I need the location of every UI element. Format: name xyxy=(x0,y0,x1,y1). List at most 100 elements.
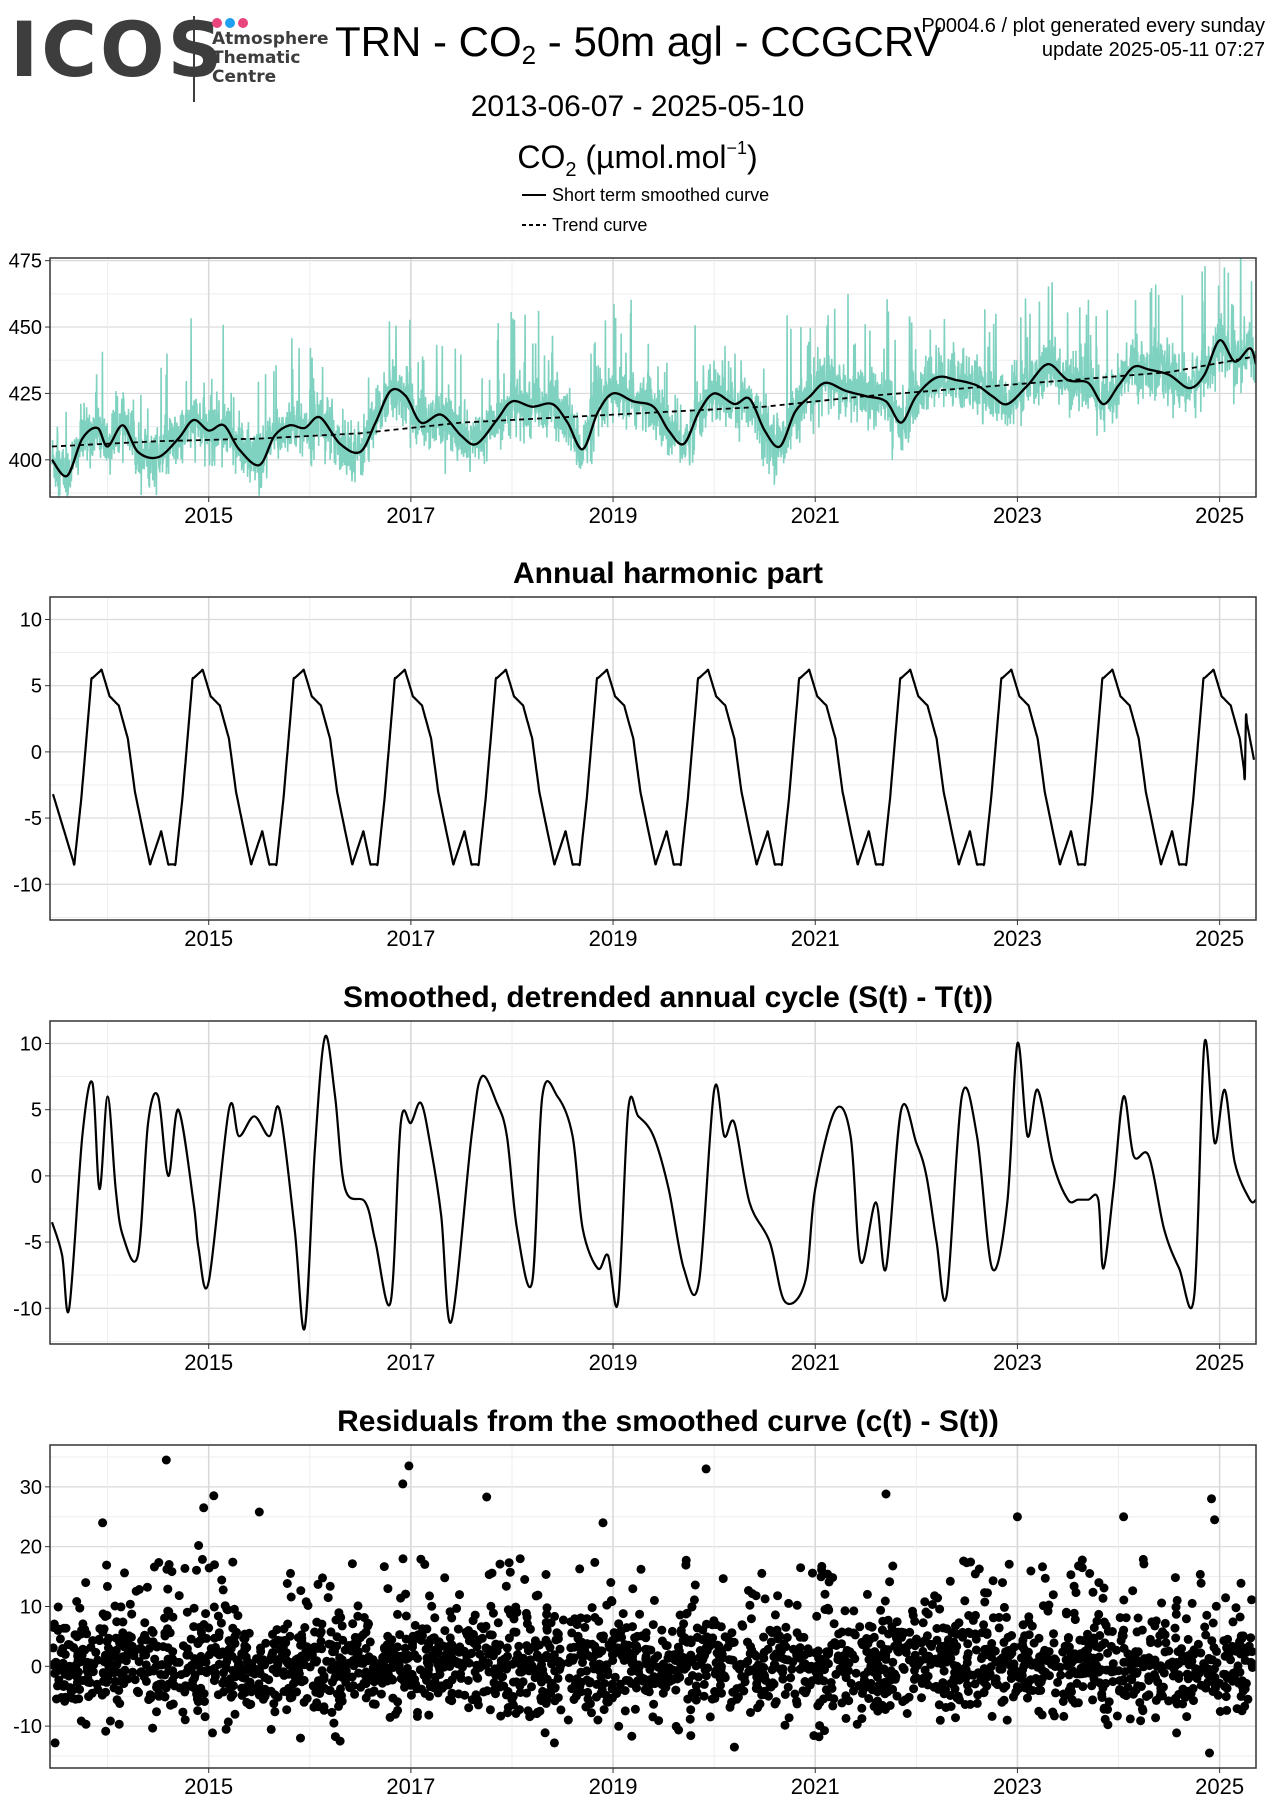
residual-point xyxy=(282,1579,292,1588)
residual-point xyxy=(1103,1704,1113,1714)
residual-point xyxy=(1226,1655,1235,1665)
residual-point xyxy=(134,1657,144,1667)
residual-point xyxy=(128,1667,138,1677)
logo-divider xyxy=(193,16,195,102)
residual-point xyxy=(1189,1696,1198,1706)
residual-point xyxy=(109,1683,119,1693)
residual-point xyxy=(1053,1677,1063,1687)
residual-point xyxy=(1200,1622,1210,1632)
residual-point xyxy=(880,1596,890,1606)
residual-point xyxy=(476,1622,486,1632)
residual-point xyxy=(266,1686,276,1696)
residual-point xyxy=(210,1560,219,1570)
residual-point xyxy=(1077,1563,1087,1573)
residual-point xyxy=(858,1686,868,1695)
residual-point xyxy=(1024,1612,1034,1622)
residual-point xyxy=(1208,1687,1218,1696)
residual-point xyxy=(918,1618,928,1628)
residual-point xyxy=(598,1518,608,1528)
residual-point xyxy=(186,1634,196,1644)
residual-point xyxy=(199,1620,209,1629)
residual-point xyxy=(1026,1566,1036,1576)
residual-point xyxy=(1036,1685,1046,1695)
ytitle-sub: 2 xyxy=(565,159,577,181)
residual-point xyxy=(980,1597,990,1607)
x-tick-label: 2025 xyxy=(1195,1350,1244,1375)
residual-point xyxy=(1173,1647,1183,1657)
residual-point xyxy=(555,1644,565,1654)
residual-point xyxy=(1078,1636,1088,1646)
ytitle-c: ) xyxy=(747,139,758,175)
residual-point xyxy=(687,1602,697,1612)
residual-point xyxy=(826,1678,836,1687)
residual-point xyxy=(899,1664,909,1674)
residual-point xyxy=(566,1653,575,1662)
residual-point xyxy=(174,1591,184,1601)
residual-point xyxy=(751,1651,761,1661)
meta-line-2: update 2025-05-11 07:27 xyxy=(1041,39,1265,61)
residual-point xyxy=(74,1694,84,1704)
residual-point xyxy=(710,1687,720,1696)
residual-point xyxy=(1125,1714,1135,1724)
residual-point xyxy=(558,1615,568,1625)
residual-point xyxy=(285,1686,295,1696)
x-tick-label: 2017 xyxy=(386,1774,435,1799)
residual-point xyxy=(972,1698,982,1708)
residual-point xyxy=(1167,1657,1177,1667)
residual-point xyxy=(170,1681,180,1691)
residual-point xyxy=(925,1639,935,1649)
residual-point xyxy=(641,1633,651,1643)
residual-point xyxy=(1133,1681,1143,1691)
residual-point xyxy=(1137,1657,1147,1667)
residual-point xyxy=(997,1664,1007,1674)
residual-point xyxy=(393,1609,402,1619)
residual-point xyxy=(871,1651,881,1661)
residual-point xyxy=(200,1712,210,1722)
residual-point xyxy=(587,1603,597,1613)
residual-point xyxy=(1171,1609,1181,1619)
logo-line-3: Centre xyxy=(212,67,277,87)
residual-point xyxy=(920,1665,930,1675)
residual-point xyxy=(325,1581,335,1591)
residual-point xyxy=(148,1723,158,1733)
residual-point xyxy=(65,1640,75,1650)
residual-point xyxy=(884,1629,893,1639)
harmonic-curve xyxy=(51,668,1256,867)
residual-point xyxy=(209,1676,219,1686)
residual-point xyxy=(485,1630,495,1640)
residual-point xyxy=(168,1666,178,1676)
residual-point xyxy=(161,1455,171,1465)
residual-point xyxy=(434,1637,444,1647)
residual-point xyxy=(82,1657,92,1667)
residual-point xyxy=(999,1683,1009,1693)
panel-border xyxy=(49,1020,1257,1345)
plot-area xyxy=(51,668,1256,867)
chart-panel-1: 10 5 0 -5 -10 2015 2017 2019 2021 2023 2025 Annual … xyxy=(13,557,1257,951)
residual-point xyxy=(468,1616,478,1626)
residual-point xyxy=(227,1651,237,1661)
residual-point xyxy=(100,1650,110,1660)
residual-point xyxy=(844,1696,854,1706)
residual-point xyxy=(101,1674,111,1684)
residual-point xyxy=(426,1635,436,1645)
residual-point xyxy=(82,1629,92,1639)
raw-data-series xyxy=(51,258,1256,497)
residual-point xyxy=(383,1663,393,1673)
residual-point xyxy=(1131,1647,1141,1657)
residual-point xyxy=(1223,1634,1233,1644)
residual-point xyxy=(141,1676,151,1686)
residual-point xyxy=(1200,1661,1210,1671)
residual-point xyxy=(401,1634,411,1644)
residual-point xyxy=(897,1632,907,1642)
residual-point xyxy=(85,1667,95,1676)
residual-point xyxy=(904,1692,914,1702)
residual-point xyxy=(164,1560,174,1569)
residual-point xyxy=(627,1731,637,1741)
residual-point xyxy=(1186,1688,1196,1698)
residual-point xyxy=(224,1645,234,1654)
residual-point xyxy=(163,1584,173,1594)
residual-point xyxy=(881,1654,891,1664)
x-tick-label: 2019 xyxy=(589,926,638,951)
legend-item-trend: Trend curve xyxy=(520,210,769,240)
